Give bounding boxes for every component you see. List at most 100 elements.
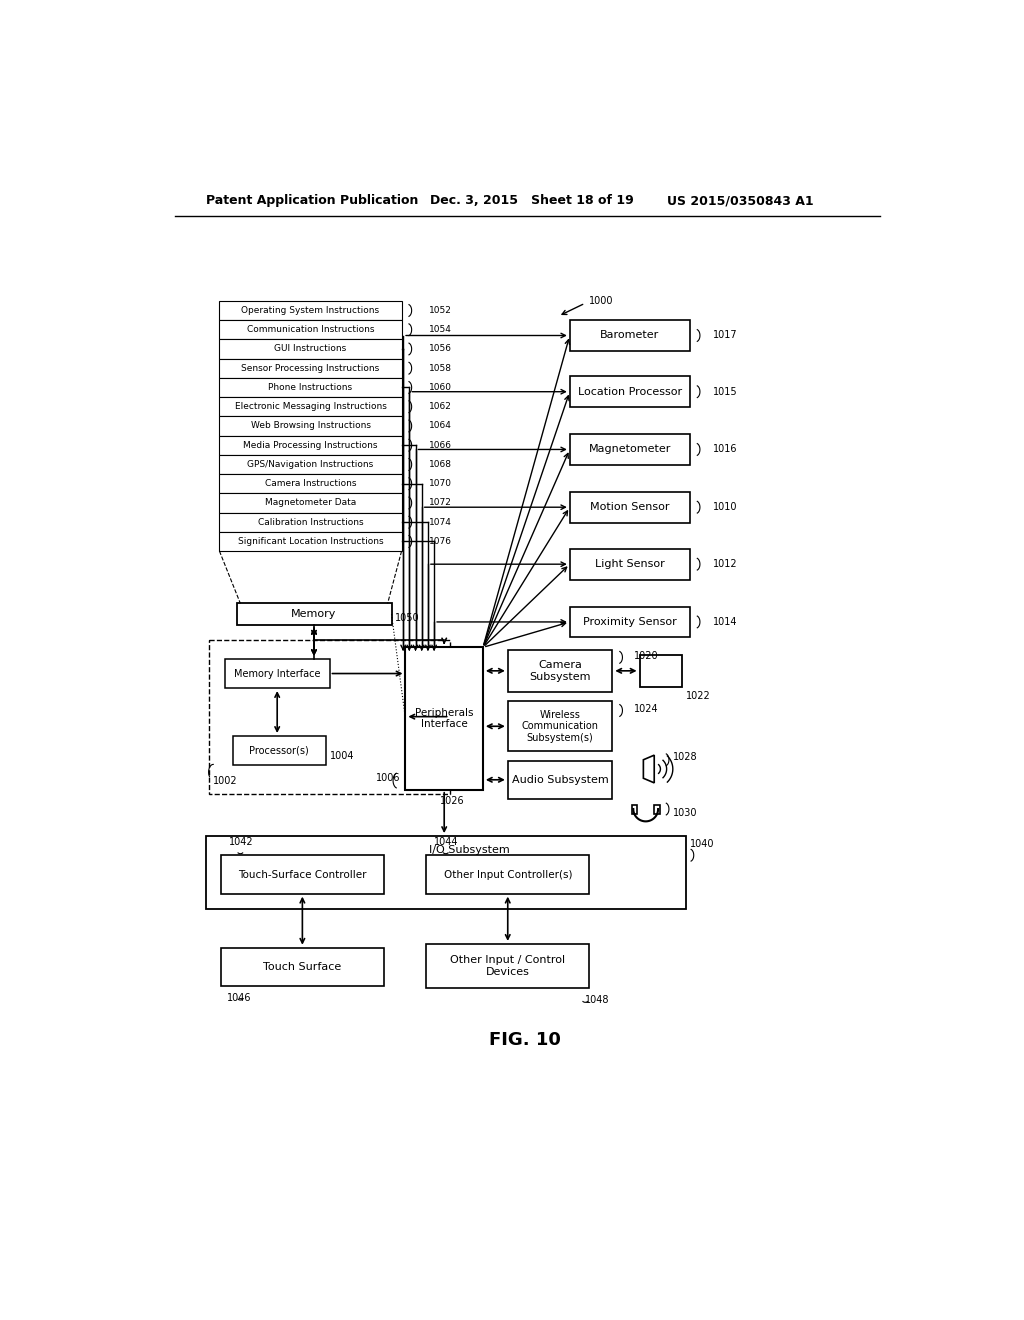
Bar (219, 494, 401, 512)
Text: Touch-Surface Controller: Touch-Surface Controller (239, 870, 367, 879)
Text: 1046: 1046 (227, 993, 252, 1003)
Text: 1042: 1042 (228, 837, 253, 847)
Text: 1044: 1044 (434, 837, 459, 847)
Text: 1060: 1060 (429, 383, 452, 392)
Bar (219, 301, 401, 321)
Text: 1012: 1012 (713, 560, 737, 569)
Text: 1058: 1058 (429, 364, 452, 372)
Text: 1016: 1016 (713, 445, 737, 454)
Text: Processor(s): Processor(s) (249, 746, 309, 755)
Bar (219, 512, 401, 532)
Text: FIG. 10: FIG. 10 (488, 1031, 561, 1049)
Text: Media Processing Instructions: Media Processing Instructions (244, 441, 378, 450)
Bar (219, 339, 401, 359)
Text: Motion Sensor: Motion Sensor (590, 502, 670, 512)
Text: 1004: 1004 (330, 751, 354, 762)
Text: GPS/Navigation Instructions: GPS/Navigation Instructions (248, 459, 374, 469)
Text: 1006: 1006 (376, 774, 400, 783)
Text: Proximity Sensor: Proximity Sensor (583, 616, 677, 627)
Bar (206, 836, 686, 909)
Text: Memory: Memory (291, 610, 337, 619)
Text: 1020: 1020 (634, 651, 658, 661)
Bar (219, 378, 401, 397)
Text: Electronic Messaging Instructions: Electronic Messaging Instructions (234, 403, 386, 412)
Text: Magnetometer Data: Magnetometer Data (265, 499, 356, 507)
Bar (508, 701, 612, 751)
Text: Audio Subsystem: Audio Subsystem (512, 775, 608, 785)
Text: Phone Instructions: Phone Instructions (268, 383, 352, 392)
Text: 1030: 1030 (673, 808, 697, 818)
Text: 1066: 1066 (429, 441, 452, 450)
Text: 1068: 1068 (429, 459, 452, 469)
Bar (219, 321, 401, 339)
Text: 1014: 1014 (713, 616, 737, 627)
Bar (219, 455, 401, 474)
Text: Camera Instructions: Camera Instructions (265, 479, 356, 488)
Bar (209, 640, 450, 793)
Bar (221, 855, 384, 894)
Text: 1024: 1024 (634, 704, 658, 714)
Bar (232, 737, 326, 766)
Bar (508, 760, 612, 799)
Polygon shape (643, 755, 654, 783)
Bar (426, 944, 589, 989)
Text: Location Processor: Location Processor (578, 387, 682, 397)
Bar (569, 376, 690, 407)
Bar (640, 655, 682, 688)
Text: 1010: 1010 (713, 502, 737, 512)
Bar (221, 948, 384, 986)
Bar (508, 649, 612, 692)
Bar (219, 532, 401, 552)
Text: Calibration Instructions: Calibration Instructions (258, 517, 364, 527)
Text: Camera
Subsystem: Camera Subsystem (529, 660, 591, 681)
Bar (219, 474, 401, 494)
Text: 1074: 1074 (429, 517, 452, 527)
Text: US 2015/0350843 A1: US 2015/0350843 A1 (667, 194, 813, 207)
Bar (569, 492, 690, 523)
Text: Barometer: Barometer (600, 330, 659, 341)
Text: GUI Instructions: GUI Instructions (274, 345, 347, 354)
Text: 1072: 1072 (429, 499, 452, 507)
Bar (569, 607, 690, 638)
Text: Other Input / Control
Devices: Other Input / Control Devices (451, 956, 565, 977)
Text: 1028: 1028 (673, 752, 697, 763)
Text: 1062: 1062 (429, 403, 452, 412)
Text: I/O Subsystem: I/O Subsystem (429, 845, 509, 855)
Bar (569, 549, 690, 579)
Text: 1054: 1054 (429, 325, 452, 334)
Text: Wireless
Communication
Subsystem(s): Wireless Communication Subsystem(s) (521, 710, 599, 743)
Bar (219, 397, 401, 416)
Text: 1002: 1002 (213, 776, 238, 785)
Text: Dec. 3, 2015   Sheet 18 of 19: Dec. 3, 2015 Sheet 18 of 19 (430, 194, 634, 207)
Text: Communication Instructions: Communication Instructions (247, 325, 374, 334)
Text: Significant Location Instructions: Significant Location Instructions (238, 537, 383, 546)
Text: 1052: 1052 (429, 306, 452, 315)
Text: 1048: 1048 (586, 995, 609, 1005)
Text: Light Sensor: Light Sensor (595, 560, 665, 569)
Bar (406, 647, 483, 789)
Bar (632, 805, 637, 814)
Text: Patent Application Publication: Patent Application Publication (206, 194, 418, 207)
Bar (225, 659, 330, 688)
Bar (219, 416, 401, 436)
Bar (237, 603, 391, 626)
Text: 1056: 1056 (429, 345, 452, 354)
Text: 1040: 1040 (690, 838, 715, 849)
Bar (569, 434, 690, 465)
Bar (569, 321, 690, 351)
Text: Touch Surface: Touch Surface (263, 962, 341, 972)
Text: Other Input Controller(s): Other Input Controller(s) (443, 870, 572, 879)
Text: Web Browsing Instructions: Web Browsing Instructions (251, 421, 371, 430)
Text: Peripherals
Interface: Peripherals Interface (415, 708, 473, 730)
Text: Memory Interface: Memory Interface (233, 668, 321, 678)
Text: 1076: 1076 (429, 537, 452, 546)
Bar (426, 855, 589, 894)
Text: 1026: 1026 (440, 796, 465, 807)
Text: 1015: 1015 (713, 387, 737, 397)
Text: 1022: 1022 (686, 692, 711, 701)
Bar (219, 436, 401, 455)
Text: Sensor Processing Instructions: Sensor Processing Instructions (242, 364, 380, 372)
Text: Magnetometer: Magnetometer (589, 445, 671, 454)
Bar (654, 805, 659, 814)
Bar (219, 359, 401, 378)
